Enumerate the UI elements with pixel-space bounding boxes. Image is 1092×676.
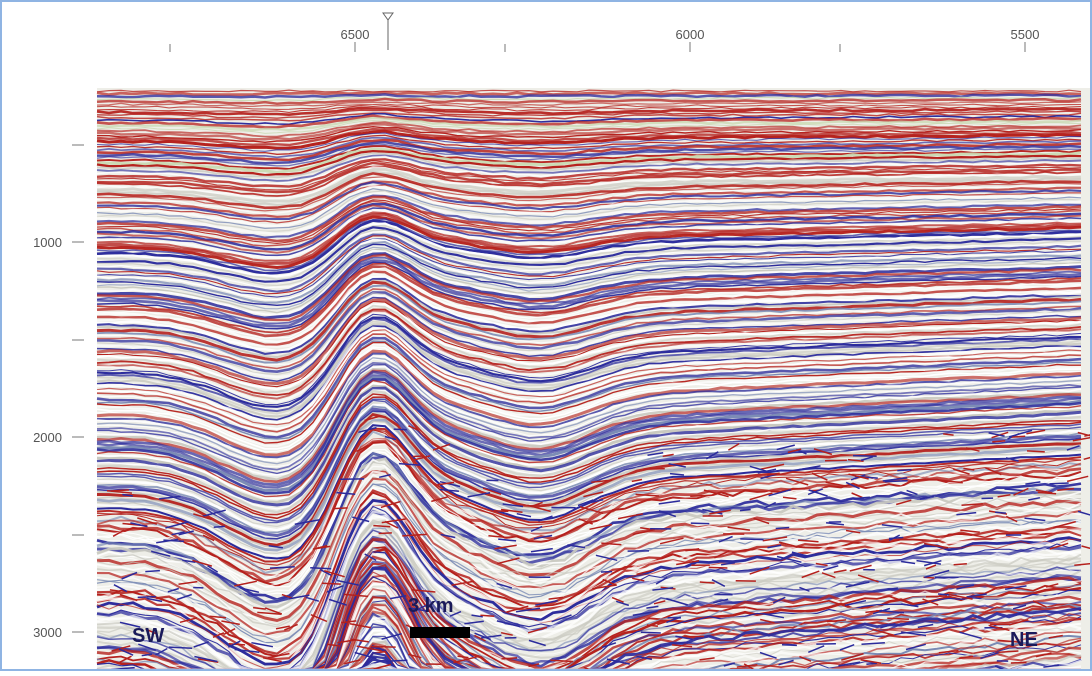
- noise: [413, 456, 424, 457]
- noise: [386, 660, 407, 661]
- seismic-image: [97, 88, 1092, 671]
- noise: [887, 618, 909, 619]
- noise: [379, 533, 392, 534]
- noise: [322, 583, 341, 584]
- noise: [889, 538, 903, 539]
- top-tick-label: 6000: [676, 27, 705, 42]
- noise: [145, 571, 160, 572]
- noise: [641, 632, 661, 633]
- direction-label: SW: [132, 625, 164, 647]
- left-tick-label: 2000: [33, 430, 62, 445]
- noise: [1012, 436, 1025, 437]
- noise: [709, 567, 728, 568]
- noise: [992, 441, 1005, 442]
- scale-bar: [410, 627, 470, 638]
- top-tick-label: 5500: [1011, 27, 1040, 42]
- noise: [334, 508, 348, 509]
- top-tick-label: 6500: [341, 27, 370, 42]
- noise: [995, 512, 1006, 513]
- scale-bar-label: 3 km: [408, 595, 454, 617]
- noise: [954, 564, 967, 565]
- noise: [782, 645, 797, 646]
- noise: [740, 539, 763, 540]
- noise: [776, 528, 790, 529]
- noise: [371, 647, 396, 648]
- noise: [897, 470, 911, 471]
- noise: [394, 429, 407, 430]
- noise: [1027, 451, 1045, 452]
- noise: [691, 523, 710, 524]
- noise: [480, 615, 494, 616]
- noise: [732, 607, 745, 608]
- left-tick-label: 3000: [33, 625, 62, 640]
- direction-label: NE: [1010, 629, 1038, 651]
- noise: [138, 597, 156, 598]
- noise: [643, 469, 665, 470]
- noise: [1049, 483, 1068, 484]
- noise: [310, 568, 331, 569]
- noise: [926, 596, 947, 597]
- left-tick-label: 1000: [33, 235, 62, 250]
- noise: [690, 495, 712, 496]
- noise: [1011, 663, 1027, 664]
- noise: [853, 456, 877, 457]
- noise: [214, 526, 225, 527]
